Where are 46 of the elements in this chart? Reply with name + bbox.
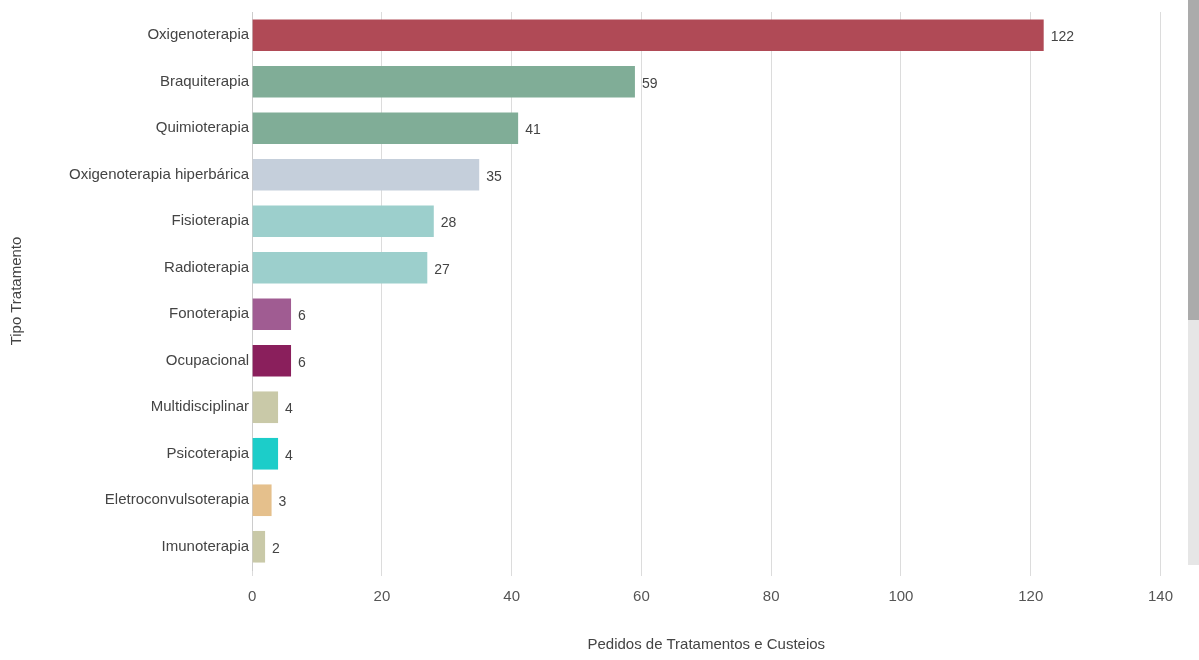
y-tick-label: Quimioterapia bbox=[155, 118, 250, 136]
y-tick-label: Imunoterapia bbox=[161, 536, 250, 554]
y-tick-label: Eletroconvulsoterapia bbox=[104, 490, 250, 508]
data-label: 2 bbox=[272, 539, 281, 556]
y-tick-label: Psicoterapia bbox=[166, 443, 250, 461]
bar bbox=[252, 391, 279, 424]
data-label: 122 bbox=[1050, 28, 1075, 45]
bar bbox=[252, 298, 292, 331]
data-label: 4 bbox=[285, 400, 294, 417]
y-tick-label: Multidisciplinar bbox=[150, 397, 250, 415]
y-tick-label: Oxigenoterapia hiperbárica bbox=[68, 164, 250, 182]
x-axis-title: Pedidos de Tratamentos e Custeios bbox=[587, 635, 826, 653]
x-tick-label: 0 bbox=[247, 587, 257, 605]
data-label: 3 bbox=[278, 493, 287, 510]
bar bbox=[252, 112, 519, 145]
bar bbox=[252, 19, 1044, 52]
bar bbox=[252, 251, 428, 284]
bar bbox=[252, 484, 272, 517]
y-tick-label: Braquiterapia bbox=[159, 71, 250, 89]
y-tick-label: Ocupacional bbox=[165, 350, 250, 368]
y-tick-label: Oxigenoterapia bbox=[147, 25, 250, 43]
data-label: 27 bbox=[434, 260, 451, 277]
data-label: 28 bbox=[440, 214, 457, 231]
x-tick-label: 80 bbox=[762, 587, 780, 605]
y-axis-title: Tipo Tratamento bbox=[7, 236, 25, 346]
data-label: 6 bbox=[298, 353, 307, 370]
bar bbox=[252, 344, 292, 377]
data-label: 35 bbox=[486, 167, 502, 184]
x-tick-label: 20 bbox=[373, 587, 391, 605]
data-label: 6 bbox=[298, 307, 307, 324]
y-tick-label: Radioterapia bbox=[164, 257, 250, 275]
x-tick-label: 100 bbox=[888, 587, 914, 605]
data-label: 41 bbox=[525, 121, 541, 138]
bar bbox=[252, 437, 279, 470]
data-label: 4 bbox=[285, 446, 294, 463]
bar bbox=[252, 530, 266, 563]
x-tick-label: 120 bbox=[1018, 587, 1044, 605]
x-tick-label: 40 bbox=[503, 587, 520, 605]
y-tick-label: Fisioterapia bbox=[171, 211, 250, 229]
bar bbox=[252, 158, 480, 191]
x-tick-label: 60 bbox=[633, 587, 650, 605]
y-tick-label: Fonoterapia bbox=[169, 304, 250, 322]
bar bbox=[252, 205, 434, 238]
bar bbox=[252, 65, 635, 98]
x-tick-label: 140 bbox=[1147, 587, 1173, 605]
data-label: 59 bbox=[641, 74, 658, 91]
